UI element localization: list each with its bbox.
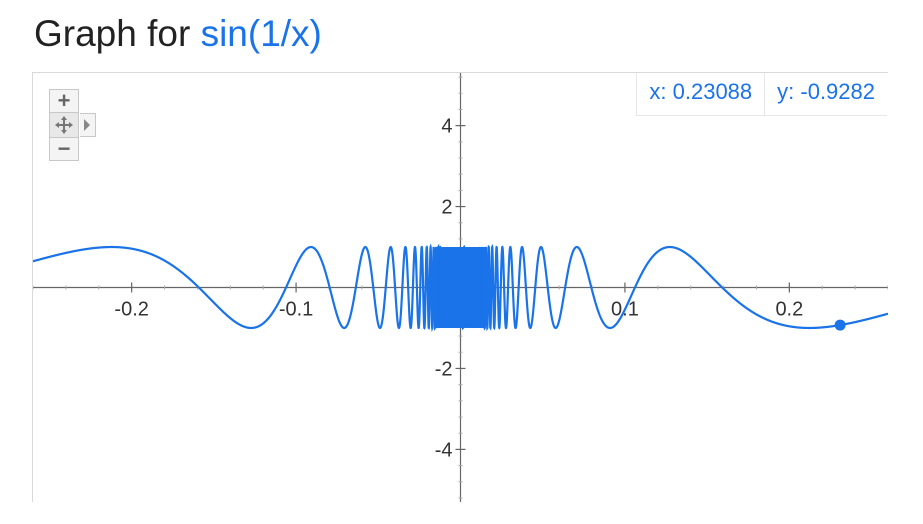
y-tick-label: 2 xyxy=(441,197,452,219)
zoom-out-button[interactable]: − xyxy=(49,137,79,161)
y-readout: y: -0.9282 xyxy=(764,73,887,115)
highlight-point xyxy=(834,319,846,331)
dense-oscillation-band xyxy=(439,247,482,328)
chevron-right-icon xyxy=(84,119,90,131)
coordinate-readout: x: 0.23088 y: -0.9282 xyxy=(636,73,887,116)
x-readout: x: 0.23088 xyxy=(649,79,753,104)
y-tick-label: -2 xyxy=(435,358,453,380)
curve-left-branch xyxy=(33,243,461,333)
curve-layer xyxy=(33,243,888,333)
x-tick-label: 0.2 xyxy=(775,299,803,321)
function-graph[interactable]: -0.2 -0.1 0.1 0.242-2-4 xyxy=(33,73,888,502)
function-link[interactable]: sin(1/x) xyxy=(200,13,322,54)
zoom-controls: + − xyxy=(49,89,96,161)
minus-icon: − xyxy=(57,136,71,161)
plus-icon: + xyxy=(57,88,71,113)
title-prefix: Graph for xyxy=(34,13,201,54)
x-tick-label: -0.1 xyxy=(279,299,313,321)
page-title: Graph for sin(1/x) xyxy=(34,8,322,60)
curve-right-branch xyxy=(460,243,888,332)
plot-area[interactable]: -0.2 -0.1 0.1 0.2 4 2 -2 -4 x: 0.23088 y: -0.92… xyxy=(33,73,888,502)
y-tick-label: -4 xyxy=(435,439,453,461)
zoom-in-button[interactable]: + xyxy=(49,89,79,113)
move-icon xyxy=(55,116,73,134)
y-tick-label: 4 xyxy=(441,116,452,138)
x-tick-label: -0.2 xyxy=(114,299,148,321)
pan-button[interactable] xyxy=(49,113,96,137)
